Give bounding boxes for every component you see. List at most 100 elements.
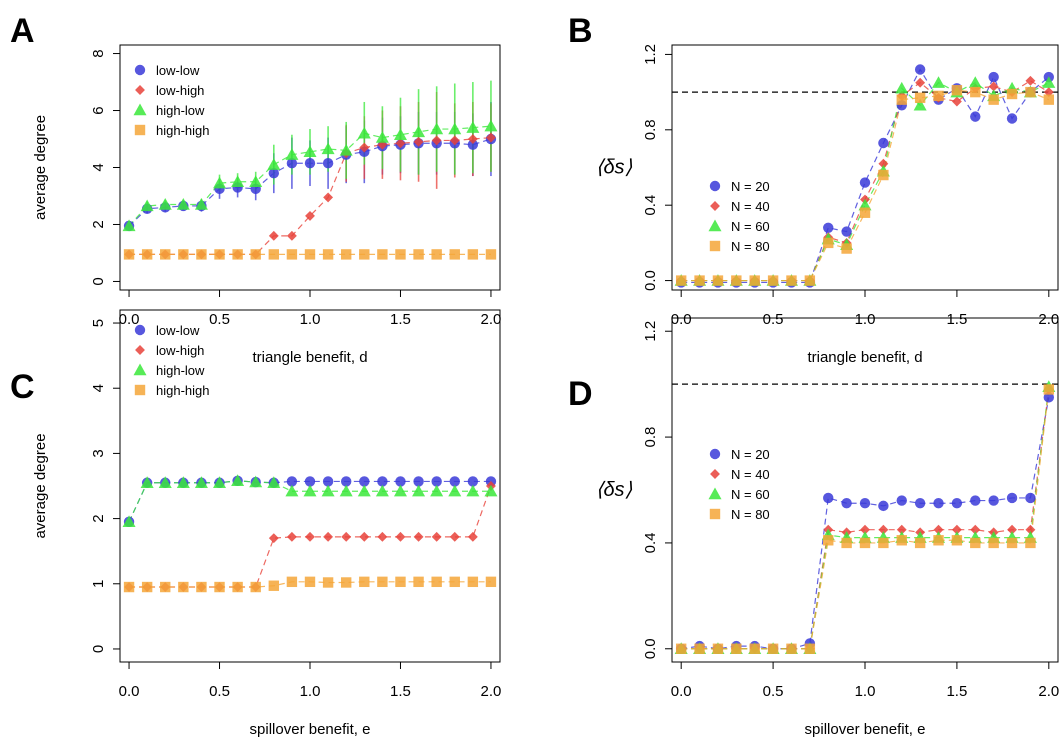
data-point (823, 492, 834, 504)
x-tick-label: 2.0 (481, 311, 502, 328)
y-axis-label: average degree (32, 433, 49, 538)
data-point (196, 581, 207, 593)
plot-frame (671, 44, 1059, 291)
series-line (128, 480, 491, 523)
data-point (841, 498, 852, 509)
data-point (878, 169, 889, 181)
data-point (268, 167, 280, 179)
data-point (285, 484, 299, 497)
y-tick-label: 4 (90, 384, 107, 392)
data-point (359, 476, 370, 487)
data-point (951, 85, 963, 96)
legend-label: high-high (156, 123, 210, 138)
data-point (395, 476, 406, 487)
data-point (694, 275, 705, 286)
data-point (232, 249, 243, 260)
legend-label: N = 80 (731, 239, 770, 254)
data-point (841, 226, 852, 237)
series-line (681, 397, 1050, 650)
data-point (988, 495, 999, 506)
data-point (914, 498, 926, 509)
data-point (895, 81, 909, 94)
data-point (786, 643, 797, 654)
data-point (896, 524, 907, 535)
data-point (359, 249, 370, 260)
data-point (249, 475, 263, 488)
data-point (467, 476, 479, 487)
data-point (933, 524, 944, 535)
data-point (123, 249, 135, 260)
data-point (196, 249, 207, 260)
data-point (731, 275, 742, 286)
data-point (859, 177, 871, 188)
x-tick-label: 1.5 (946, 683, 967, 700)
data-point (158, 476, 172, 488)
x-axis-label: triangle benefit, d (807, 349, 922, 366)
panel-d: D 0.0 0.5 1.0 1.5 2.0 0.0 0.4 0.8 1.2 spillover b… (568, 317, 1059, 738)
legend-square-marker (134, 124, 146, 136)
data-point (1025, 537, 1036, 549)
x-tick-label: 2.0 (1038, 311, 1059, 328)
data-point (731, 643, 742, 654)
y-tick-label: 3 (90, 449, 107, 457)
data-point (1043, 94, 1055, 105)
data-point (466, 484, 480, 497)
data-point (268, 533, 279, 544)
legend-triangle-marker (708, 219, 722, 232)
x-tick-label: 0.5 (209, 311, 230, 328)
data-point (914, 92, 926, 103)
data-point (448, 484, 462, 497)
data-point (232, 581, 243, 593)
data-point (268, 230, 279, 241)
data-point (431, 135, 442, 146)
data-point (267, 158, 281, 170)
y-tick-label: 0.8 (642, 427, 659, 448)
data-point (286, 476, 298, 487)
x-tick-label: 2.0 (1038, 683, 1059, 700)
data-point (395, 531, 406, 542)
data-point (970, 111, 981, 122)
panel-label: C (10, 368, 35, 406)
data-point (484, 119, 498, 132)
legend-triangle-marker (133, 363, 147, 376)
x-tick-label: 2.0 (481, 683, 502, 700)
data-point (859, 537, 871, 549)
data-point (322, 476, 334, 487)
data-point (449, 135, 460, 146)
y-tick-label: 0.0 (642, 638, 659, 659)
data-point (467, 249, 479, 260)
data-point (268, 580, 280, 591)
data-point (914, 537, 926, 549)
data-point (449, 476, 460, 487)
data-point (285, 148, 299, 160)
data-point (749, 275, 760, 286)
data-point (786, 275, 797, 286)
legend-circle-marker (134, 324, 146, 336)
legend-label: low-high (156, 343, 204, 358)
data-point (970, 524, 981, 535)
x-tick-label: 0.0 (671, 311, 692, 328)
data-point (767, 643, 779, 654)
data-point (359, 142, 370, 153)
legend-square-marker (134, 384, 146, 396)
data-point (712, 275, 724, 286)
data-point (485, 576, 497, 588)
legend-label: low-high (156, 83, 204, 98)
data-point (1006, 113, 1018, 124)
data-point (194, 198, 208, 210)
data-point (323, 531, 334, 542)
data-point (304, 576, 316, 588)
data-point (413, 136, 424, 147)
data-point (823, 222, 834, 234)
data-point (1025, 86, 1036, 98)
data-point (430, 122, 444, 135)
data-point (467, 139, 479, 150)
data-point (675, 275, 687, 286)
data-point (304, 476, 316, 487)
data-point (858, 198, 872, 211)
x-tick-label: 1.0 (855, 311, 876, 328)
data-point (431, 531, 442, 542)
y-tick-label: 1 (90, 580, 107, 588)
panel-label: D (568, 375, 593, 413)
